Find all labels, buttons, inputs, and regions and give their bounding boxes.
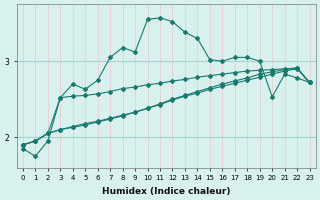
X-axis label: Humidex (Indice chaleur): Humidex (Indice chaleur) (102, 187, 230, 196)
